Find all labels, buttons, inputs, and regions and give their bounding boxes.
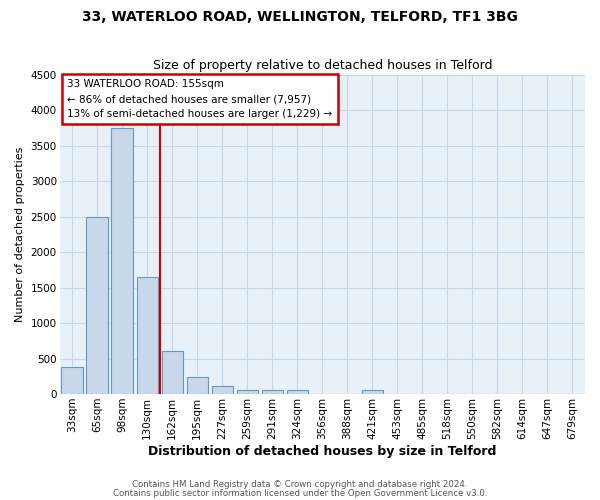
Text: Contains public sector information licensed under the Open Government Licence v3: Contains public sector information licen…	[113, 489, 487, 498]
Y-axis label: Number of detached properties: Number of detached properties	[15, 146, 25, 322]
Bar	[212, 386, 233, 394]
Bar	[137, 277, 158, 394]
Text: 33 WATERLOO ROAD: 155sqm
← 86% of detached houses are smaller (7,957)
13% of sem: 33 WATERLOO ROAD: 155sqm ← 86% of detach…	[67, 80, 332, 119]
Bar	[86, 216, 108, 394]
Bar	[161, 352, 183, 394]
Bar	[262, 390, 283, 394]
Bar	[362, 390, 383, 394]
Bar	[187, 377, 208, 394]
Text: 33, WATERLOO ROAD, WELLINGTON, TELFORD, TF1 3BG: 33, WATERLOO ROAD, WELLINGTON, TELFORD, …	[82, 10, 518, 24]
Bar	[287, 390, 308, 394]
Bar	[61, 367, 83, 394]
X-axis label: Distribution of detached houses by size in Telford: Distribution of detached houses by size …	[148, 444, 496, 458]
Title: Size of property relative to detached houses in Telford: Size of property relative to detached ho…	[152, 59, 492, 72]
Bar	[236, 390, 258, 394]
Text: Contains HM Land Registry data © Crown copyright and database right 2024.: Contains HM Land Registry data © Crown c…	[132, 480, 468, 489]
Bar	[112, 128, 133, 394]
